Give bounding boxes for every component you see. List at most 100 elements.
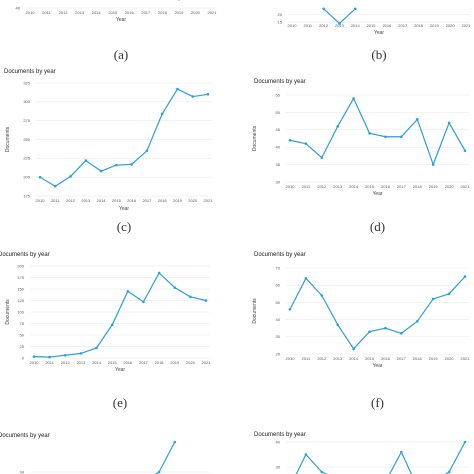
- x-tick-label: 2017: [141, 10, 151, 15]
- data-point: [173, 440, 177, 444]
- series-line: [39, 88, 209, 187]
- data-point: [368, 131, 371, 135]
- y-tick-label: 70: [276, 265, 281, 270]
- data-point: [320, 294, 324, 297]
- x-tick-label: 2016: [381, 356, 391, 361]
- y-tick-label: 150: [17, 286, 24, 291]
- chart-f: Documents by year 20 30 40 50 60 70 2010 2011 201…: [252, 252, 470, 410]
- x-tick-label: 2021: [202, 360, 212, 365]
- chart-a: 40 2010 2011 2012 2013 2014 2015 2016 2017 2018 20…: [16, 0, 218, 62]
- series-line: [289, 97, 466, 166]
- data-point: [431, 297, 435, 301]
- x-tick-label: 2013: [75, 10, 85, 15]
- x-tick-label: 2019: [173, 198, 183, 203]
- x-tick-label: 2019: [174, 10, 184, 15]
- data-point: [206, 93, 210, 96]
- x-tick-label: 2013: [335, 23, 345, 28]
- data-point: [32, 355, 36, 358]
- x-tick-label: 2010: [36, 198, 46, 203]
- x-tick-label: 2011: [302, 356, 311, 361]
- data-point: [160, 112, 164, 116]
- series-line: [289, 276, 466, 350]
- x-tick-label: 2015: [108, 360, 118, 365]
- data-point: [415, 320, 419, 323]
- y-tick-label: 55: [276, 92, 281, 97]
- data-point: [336, 125, 340, 128]
- x-tick-label: 2020: [188, 198, 198, 203]
- x-tick-label: 2014: [349, 184, 359, 189]
- x-tick-label: 2020: [445, 356, 455, 361]
- data-point: [447, 470, 451, 474]
- y-tick-label: 30: [276, 334, 281, 339]
- x-tick-label: 2013: [333, 184, 343, 189]
- x-tick-label: 2019: [429, 184, 439, 189]
- subfigure-caption: (f): [371, 395, 384, 410]
- x-tick-label: 2017: [397, 356, 407, 361]
- subfigure-caption: (e): [113, 395, 127, 410]
- subfigure-caption: (c): [117, 219, 131, 234]
- y-axis-title: Documents: [252, 298, 258, 324]
- x-tick-label: 2020: [191, 10, 201, 15]
- chart-b: 15 20 2010 2011 2012 2013 2014 2015 2016 2017 2018…: [278, 7, 471, 62]
- x-tick-label: 2021: [461, 356, 471, 361]
- x-tick-label: 2015: [367, 23, 377, 28]
- x-tick-label: 2010: [288, 23, 298, 28]
- data-point: [447, 292, 451, 296]
- data-point: [400, 332, 403, 335]
- data-point: [126, 290, 130, 293]
- y-tick-label: 225: [23, 156, 30, 161]
- data-point: [48, 355, 51, 359]
- x-tick-label: 2012: [59, 10, 69, 15]
- y-tick-label: 300: [23, 99, 30, 104]
- y-tick-label: 40: [276, 145, 281, 150]
- x-axis-title: Year: [374, 30, 384, 36]
- y-tick-label: 34: [20, 469, 25, 474]
- y-tick-label: 25: [20, 344, 25, 349]
- x-tick-label: 2014: [92, 360, 102, 365]
- y-tick-label: 325: [23, 80, 30, 85]
- x-tick-label: 2020: [445, 184, 455, 189]
- data-point: [130, 163, 133, 166]
- y-tick-label: 50: [276, 110, 281, 115]
- subfigure-caption: (d): [370, 219, 385, 234]
- x-tick-label: 2010: [286, 184, 296, 189]
- data-point: [177, 0, 180, 1]
- data-point: [53, 184, 57, 188]
- y-tick-label: 15: [278, 19, 283, 24]
- y-tick-label: 200: [17, 263, 24, 268]
- y-tick-label: 45: [276, 127, 281, 132]
- y-tick-label: 275: [23, 118, 30, 123]
- y-tick-label: 40: [276, 439, 281, 444]
- y-tick-label: 20: [276, 351, 281, 356]
- chart-g: Documents by year 34: [0, 433, 210, 474]
- x-tick-label: 2014: [97, 198, 107, 203]
- x-tick-label: 2020: [186, 360, 196, 365]
- y-tick-label: 30: [276, 464, 281, 469]
- y-axis-title: Documents: [5, 126, 11, 152]
- data-point: [322, 7, 325, 11]
- x-tick-label: 2010: [30, 360, 40, 365]
- y-tick-label: 50: [276, 300, 281, 305]
- y-tick-label: 175: [23, 193, 30, 198]
- x-tick-label: 2018: [413, 356, 423, 361]
- chart-h: Documents by year 30 40: [254, 432, 469, 474]
- data-point: [352, 347, 355, 351]
- data-point: [173, 286, 177, 289]
- x-tick-label: 2012: [317, 184, 327, 189]
- x-tick-label: 2021: [208, 10, 218, 15]
- y-tick-label: 200: [23, 175, 30, 180]
- data-point: [304, 142, 308, 146]
- chart-c: Documents by year 175 200 225 250 275 300 325 20…: [4, 69, 213, 234]
- y-tick-label: 35: [276, 162, 281, 167]
- chart-title: Documents by year: [254, 432, 306, 438]
- data-point: [353, 7, 357, 11]
- y-tick-label: 0: [22, 355, 25, 360]
- x-tick-label: 2012: [319, 23, 329, 28]
- y-tick-label: 250: [23, 137, 30, 142]
- x-tick-label: 2012: [317, 356, 327, 361]
- data-point: [352, 97, 355, 100]
- x-tick-label: 2012: [66, 198, 76, 203]
- y-tick-label: 50: [20, 332, 25, 337]
- x-tick-label: 2019: [429, 356, 439, 361]
